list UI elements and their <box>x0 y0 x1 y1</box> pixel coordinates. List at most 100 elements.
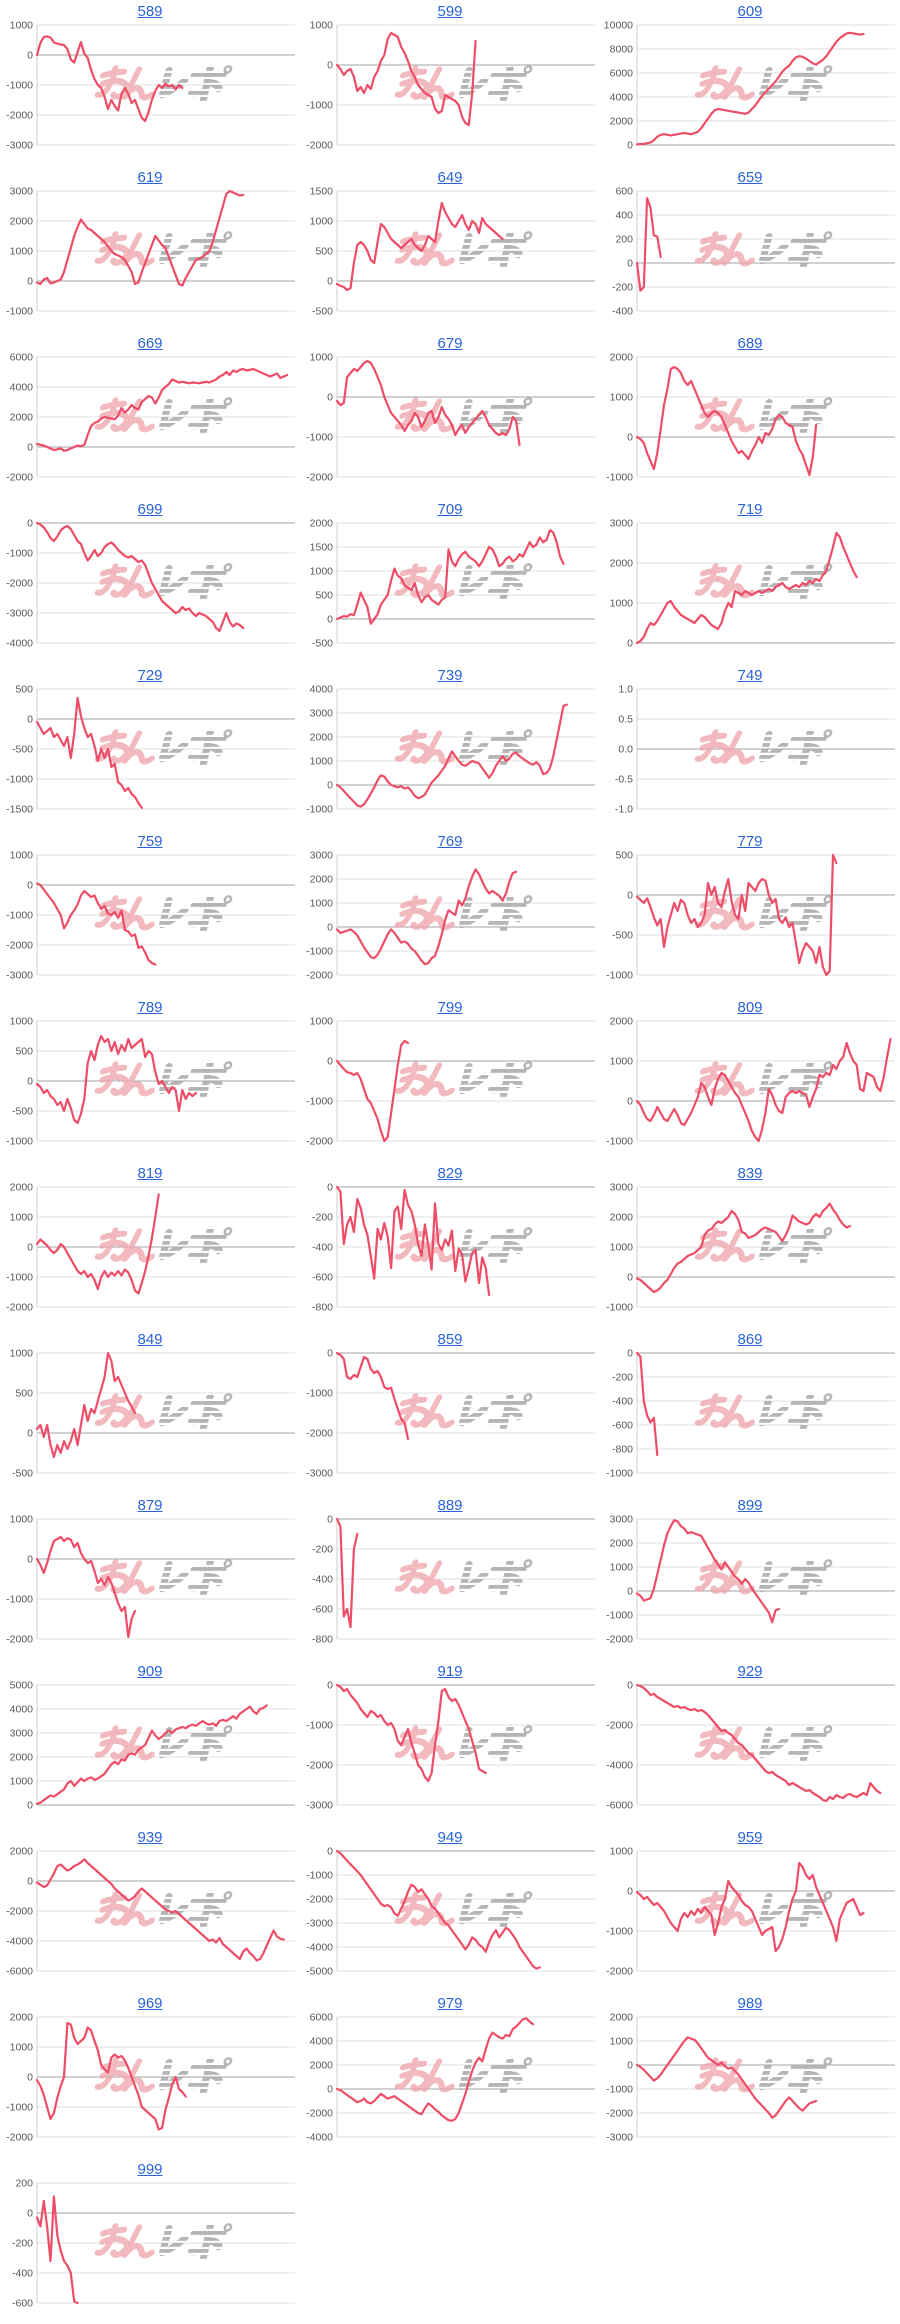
y-tick-label: 4000 <box>10 382 34 394</box>
chart-cell: 589 1000 0 -1000 -2000 -3000 <box>0 0 300 166</box>
machine-number-link[interactable]: 679 <box>437 335 463 352</box>
machine-number-link[interactable]: 759 <box>137 833 163 850</box>
y-tick-label: 1.0 <box>618 684 633 696</box>
machine-number-link[interactable]: 719 <box>737 501 763 518</box>
y-tick-label: -1000 <box>306 804 333 816</box>
y-tick-label: -3000 <box>6 970 33 982</box>
machine-number-link[interactable]: 669 <box>137 335 163 352</box>
minrepo-watermark-icon <box>94 1558 233 1598</box>
chart-cell: 679 1000 0 -1000 -2000 <box>300 332 600 498</box>
machine-number-link[interactable]: 699 <box>137 501 163 518</box>
series-line <box>35 2021 187 2131</box>
y-tick-label: -1000 <box>6 1136 33 1148</box>
minrepo-watermark-icon <box>94 64 233 104</box>
machine-number-link[interactable]: 589 <box>137 3 163 20</box>
y-tick-label: -600 <box>12 2298 33 2310</box>
series-line <box>35 1704 268 1805</box>
y-tick-label: 0 <box>27 276 33 288</box>
y-tick-label: -400 <box>12 2268 33 2280</box>
slump-graph: 200 0 -200 -400 -600 <box>12 2178 295 2310</box>
machine-number-link[interactable]: 659 <box>737 169 763 186</box>
y-tick-label: -800 <box>312 1634 333 1646</box>
machine-number-link[interactable]: 809 <box>737 999 763 1016</box>
machine-number-link[interactable]: 819 <box>137 1165 163 1182</box>
y-tick-label: -1000 <box>606 1302 633 1314</box>
y-tick-label: 3000 <box>610 1182 634 1194</box>
y-tick-label: -500 <box>12 1468 33 1480</box>
minrepo-watermark-icon <box>694 728 833 768</box>
y-tick-label: 1000 <box>610 598 634 610</box>
series-line <box>35 367 289 452</box>
machine-number-link[interactable]: 969 <box>137 1995 163 2012</box>
machine-number-link[interactable]: 959 <box>737 1829 763 1846</box>
machine-number-link[interactable]: 949 <box>437 1829 463 1846</box>
machine-number-link[interactable]: 599 <box>437 3 463 20</box>
series-line <box>35 1034 197 1125</box>
minrepo-watermark-icon <box>394 1724 533 1764</box>
y-tick-label: 2000 <box>610 1212 634 1224</box>
y-tick-label: 2000 <box>610 1538 634 1550</box>
y-tick-label: -500 <box>312 638 333 650</box>
machine-number-link[interactable]: 749 <box>737 667 763 684</box>
y-tick-label: 0 <box>627 890 633 902</box>
machine-number-link[interactable]: 989 <box>737 1995 763 2012</box>
y-tick-label: -800 <box>612 1444 633 1456</box>
machine-number-link[interactable]: 619 <box>137 169 163 186</box>
machine-number-link[interactable]: 709 <box>437 501 463 518</box>
machine-number-link[interactable]: 849 <box>137 1331 163 1348</box>
machine-number-link[interactable]: 839 <box>737 1165 763 1182</box>
machine-number-link[interactable]: 889 <box>437 1497 463 1514</box>
machine-number-link[interactable]: 929 <box>737 1663 763 1680</box>
chart-cell: 989 2000 1000 0 -1000 -2000 -3000 <box>600 1992 900 2158</box>
machine-number-link[interactable]: 649 <box>437 169 463 186</box>
y-tick-label: 1000 <box>10 2042 34 2054</box>
machine-number-link[interactable]: 999 <box>137 2161 163 2178</box>
machine-number-link[interactable]: 789 <box>137 999 163 1016</box>
y-tick-label: 2000 <box>310 874 334 886</box>
machine-number-link[interactable]: 879 <box>137 1497 163 1514</box>
series-line <box>335 31 477 127</box>
y-tick-label: -1000 <box>306 1870 333 1882</box>
y-tick-label: 1000 <box>310 756 334 768</box>
machine-number-link[interactable]: 779 <box>737 833 763 850</box>
chart-cell: 619 3000 2000 1000 0 -1000 <box>0 166 300 332</box>
y-tick-label: 1000 <box>610 1846 634 1858</box>
y-tick-label: 200 <box>15 2178 33 2190</box>
y-tick-label: -400 <box>312 1574 333 1586</box>
chart-cell: 779 500 0 -500 -1000 <box>600 830 900 996</box>
machine-number-link[interactable]: 919 <box>437 1663 463 1680</box>
minrepo-watermark-icon <box>394 2056 533 2096</box>
series-line <box>335 868 518 966</box>
y-tick-label: 1000 <box>10 1348 34 1360</box>
machine-number-link[interactable]: 609 <box>737 3 763 20</box>
machine-number-link[interactable]: 859 <box>437 1331 463 1348</box>
minrepo-watermark-icon <box>394 562 533 602</box>
machine-number-link[interactable]: 829 <box>437 1165 463 1182</box>
minrepo-watermark-icon <box>94 1890 233 1930</box>
series-line <box>635 1202 851 1294</box>
y-tick-label: 1000 <box>310 1016 334 1028</box>
machine-number-link[interactable]: 939 <box>137 1829 163 1846</box>
y-tick-label: -2000 <box>6 2132 33 2144</box>
machine-number-link[interactable]: 739 <box>437 667 463 684</box>
y-tick-label: 0 <box>27 2208 33 2220</box>
machine-number-link[interactable]: 799 <box>437 999 463 1016</box>
y-tick-label: 2000 <box>310 518 334 530</box>
machine-number-link[interactable]: 729 <box>137 667 163 684</box>
y-tick-label: 6000 <box>310 2012 334 2024</box>
machine-number-link[interactable]: 769 <box>437 833 463 850</box>
chart-cell: 899 3000 2000 1000 0 -1000 -2000 <box>600 1494 900 1660</box>
chart-cell: 749 1.0 0.5 0.0 -0.5 -1.0 <box>600 664 900 830</box>
machine-number-link[interactable]: 869 <box>737 1331 763 1348</box>
machine-number-link[interactable]: 899 <box>737 1497 763 1514</box>
chart-cell: 929 0 -2000 -4000 -6000 <box>600 1660 900 1826</box>
y-tick-label: -1000 <box>306 100 333 112</box>
y-tick-label: 0 <box>27 1242 33 1254</box>
y-tick-label: -3000 <box>306 1468 333 1480</box>
machine-number-link[interactable]: 979 <box>437 1995 463 2012</box>
machine-number-link[interactable]: 909 <box>137 1663 163 1680</box>
slump-graph: 0 -1000 -2000 -3000 <box>306 1348 595 1480</box>
machine-number-link[interactable]: 689 <box>737 335 763 352</box>
minrepo-watermark-icon <box>94 1724 233 1764</box>
y-tick-label: -400 <box>312 1242 333 1254</box>
